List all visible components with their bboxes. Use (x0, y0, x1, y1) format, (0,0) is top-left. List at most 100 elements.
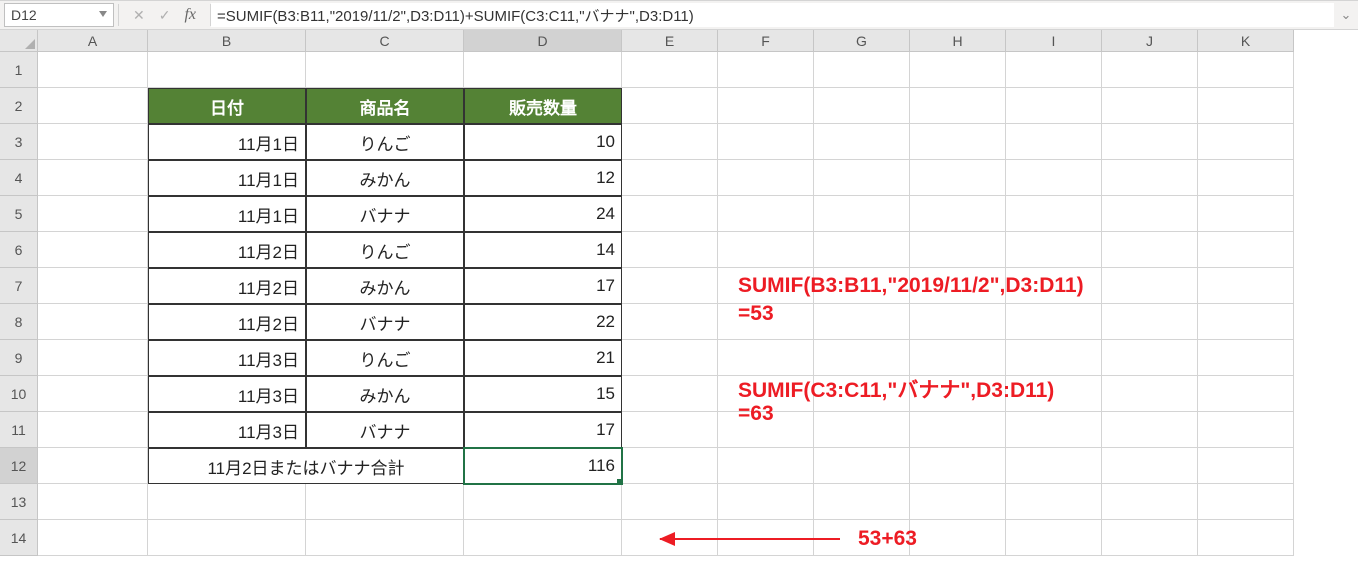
cell[interactable] (1198, 124, 1294, 160)
row-header[interactable]: 2 (0, 88, 38, 124)
name-box-dropdown-icon[interactable] (99, 11, 107, 19)
cell[interactable] (464, 484, 622, 520)
cell[interactable] (1198, 88, 1294, 124)
column-header[interactable]: J (1102, 30, 1198, 52)
cell[interactable] (38, 88, 148, 124)
row-header[interactable]: 5 (0, 196, 38, 232)
cell[interactable] (910, 340, 1006, 376)
column-header[interactable]: G (814, 30, 910, 52)
cell-area[interactable]: 日付商品名販売数量11月1日りんご1011月1日みかん1211月1日バナナ241… (38, 52, 1294, 556)
column-header[interactable]: C (306, 30, 464, 52)
cell[interactable] (1198, 484, 1294, 520)
cell[interactable] (1102, 160, 1198, 196)
cell[interactable]: 11月3日 (148, 340, 306, 376)
cell[interactable] (1006, 124, 1102, 160)
cell[interactable]: 10 (464, 124, 622, 160)
column-header[interactable]: D (464, 30, 622, 52)
formula-input[interactable]: =SUMIF(B3:B11,"2019/11/2",D3:D11)+SUMIF(… (211, 3, 1334, 27)
cell[interactable] (814, 88, 910, 124)
cell[interactable]: 17 (464, 268, 622, 304)
cell[interactable]: 11月3日 (148, 412, 306, 448)
cell[interactable] (910, 160, 1006, 196)
cell[interactable]: りんご (306, 124, 464, 160)
cell[interactable]: 11月2日 (148, 304, 306, 340)
cell[interactable] (1198, 196, 1294, 232)
cell[interactable] (1102, 340, 1198, 376)
cell[interactable] (1102, 232, 1198, 268)
row-header[interactable]: 13 (0, 484, 38, 520)
cell[interactable] (622, 88, 718, 124)
column-header[interactable]: I (1006, 30, 1102, 52)
cell[interactable]: 11月2日 (148, 232, 306, 268)
cell[interactable] (910, 196, 1006, 232)
cell[interactable] (910, 412, 1006, 448)
cell[interactable] (814, 448, 910, 484)
cell[interactable] (814, 52, 910, 88)
cell[interactable] (1102, 412, 1198, 448)
cell[interactable] (1102, 304, 1198, 340)
cell[interactable] (1006, 160, 1102, 196)
row-header[interactable]: 7 (0, 268, 38, 304)
cell[interactable] (1006, 52, 1102, 88)
cell[interactable]: りんご (306, 232, 464, 268)
cancel-icon[interactable]: ✕ (133, 7, 145, 24)
cell[interactable] (622, 484, 718, 520)
row-header[interactable]: 4 (0, 160, 38, 196)
cell[interactable] (306, 520, 464, 556)
cell[interactable] (622, 52, 718, 88)
cell[interactable]: 22 (464, 304, 622, 340)
cell[interactable]: みかん (306, 376, 464, 412)
row-header[interactable]: 6 (0, 232, 38, 268)
cell[interactable] (1198, 340, 1294, 376)
column-header[interactable]: H (910, 30, 1006, 52)
cell[interactable]: 商品名 (306, 88, 464, 124)
cell[interactable]: 15 (464, 376, 622, 412)
cell[interactable]: 12 (464, 160, 622, 196)
row-header[interactable]: 12 (0, 448, 38, 484)
cell[interactable] (38, 304, 148, 340)
cell[interactable] (38, 52, 148, 88)
formula-bar-expand-icon[interactable]: ⌄ (1334, 7, 1358, 23)
row-header[interactable]: 8 (0, 304, 38, 340)
cell[interactable]: 11月1日 (148, 124, 306, 160)
cell[interactable] (38, 376, 148, 412)
cell[interactable]: 14 (464, 232, 622, 268)
cell[interactable] (148, 520, 306, 556)
row-header[interactable]: 14 (0, 520, 38, 556)
column-header[interactable]: F (718, 30, 814, 52)
cell[interactable]: 11月1日 (148, 196, 306, 232)
cell[interactable] (814, 160, 910, 196)
cell[interactable] (1198, 304, 1294, 340)
cell[interactable] (1198, 520, 1294, 556)
cell[interactable] (814, 484, 910, 520)
cell[interactable] (1198, 376, 1294, 412)
cell[interactable] (1102, 448, 1198, 484)
cell[interactable] (622, 268, 718, 304)
cell[interactable] (38, 268, 148, 304)
column-header[interactable]: A (38, 30, 148, 52)
cell[interactable]: バナナ (306, 304, 464, 340)
cell[interactable] (1006, 412, 1102, 448)
cell[interactable] (38, 412, 148, 448)
row-header[interactable]: 10 (0, 376, 38, 412)
cell[interactable]: 11月2日 (148, 268, 306, 304)
cell[interactable] (306, 484, 464, 520)
cell[interactable] (1006, 304, 1102, 340)
cell[interactable] (148, 484, 306, 520)
cell[interactable]: 販売数量 (464, 88, 622, 124)
row-header[interactable]: 3 (0, 124, 38, 160)
column-header[interactable]: E (622, 30, 718, 52)
cell[interactable]: バナナ (306, 196, 464, 232)
cell[interactable] (148, 52, 306, 88)
cell[interactable] (622, 196, 718, 232)
cell[interactable] (622, 376, 718, 412)
cell[interactable] (1006, 196, 1102, 232)
cell[interactable]: 11月2日またはバナナ合計 (148, 448, 464, 484)
name-box[interactable]: D12 (4, 3, 114, 27)
cell[interactable] (464, 52, 622, 88)
cell[interactable] (814, 304, 910, 340)
cell[interactable] (38, 196, 148, 232)
cell[interactable]: バナナ (306, 412, 464, 448)
cell[interactable] (1198, 232, 1294, 268)
cell[interactable]: みかん (306, 268, 464, 304)
